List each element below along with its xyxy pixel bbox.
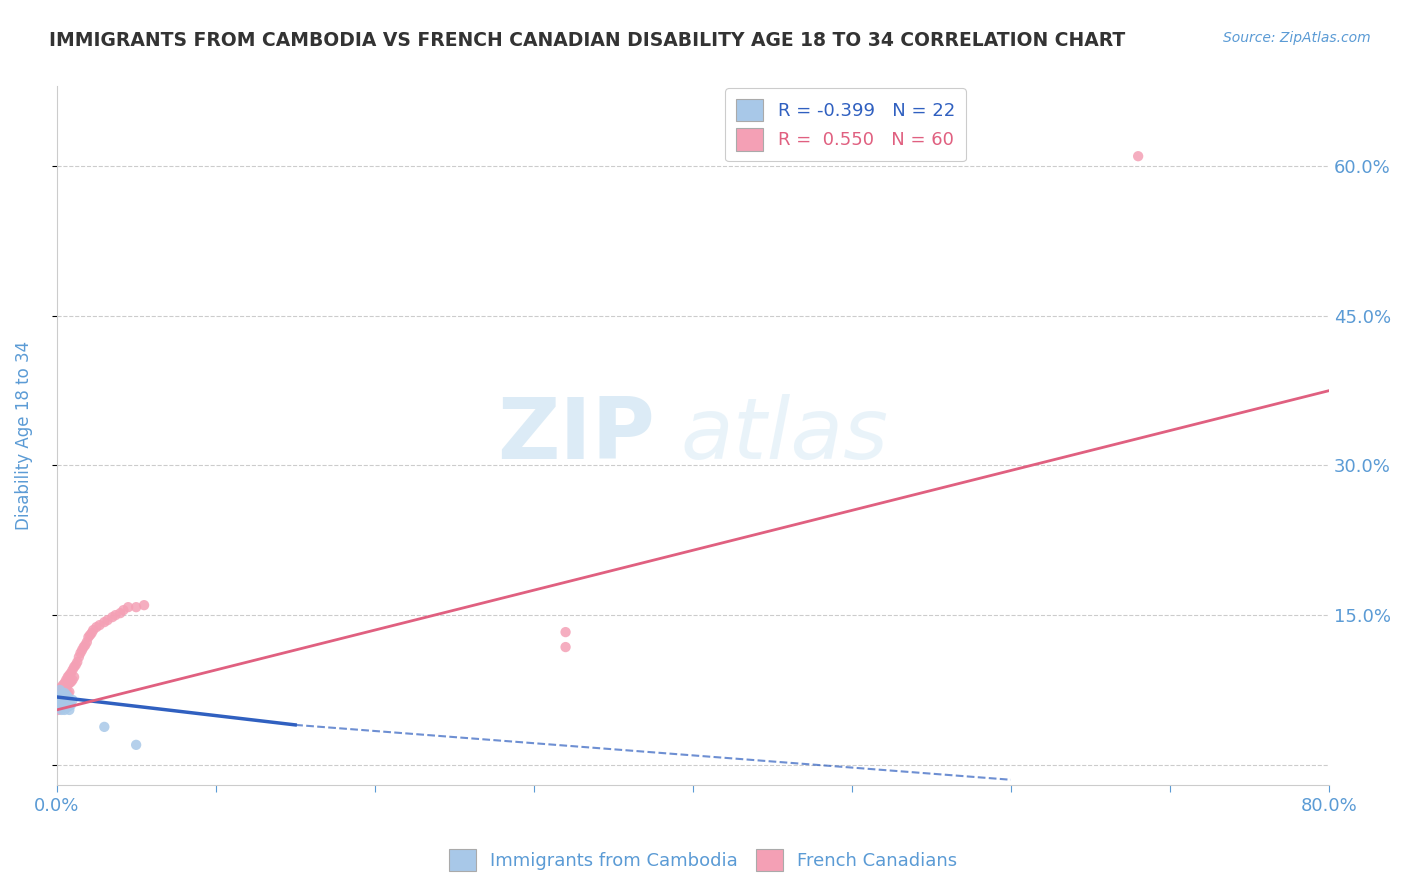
Text: Source: ZipAtlas.com: Source: ZipAtlas.com xyxy=(1223,31,1371,45)
Point xyxy=(554,625,576,640)
Y-axis label: Disability Age 18 to 34: Disability Age 18 to 34 xyxy=(15,341,32,530)
Text: ZIP: ZIP xyxy=(496,394,655,477)
Point xyxy=(104,608,127,623)
Point xyxy=(46,690,69,704)
Point xyxy=(49,683,72,698)
Point xyxy=(51,688,73,702)
Point xyxy=(86,620,108,634)
Point xyxy=(58,668,80,682)
Point xyxy=(62,663,84,677)
Point xyxy=(53,676,76,690)
Point xyxy=(72,640,94,654)
Point xyxy=(58,676,80,690)
Point xyxy=(52,700,75,714)
Point xyxy=(55,673,77,687)
Point xyxy=(58,693,80,707)
Point xyxy=(63,660,86,674)
Point xyxy=(101,610,124,624)
Point xyxy=(70,643,93,657)
Point xyxy=(69,646,91,660)
Point xyxy=(554,640,576,654)
Point xyxy=(67,650,90,665)
Point xyxy=(76,635,98,649)
Point xyxy=(93,615,115,629)
Point xyxy=(51,700,73,714)
Point xyxy=(89,618,111,632)
Point xyxy=(59,675,82,690)
Point xyxy=(63,670,86,684)
Point xyxy=(56,686,79,700)
Point xyxy=(93,720,115,734)
Point xyxy=(53,693,76,707)
Point xyxy=(46,703,69,717)
Point xyxy=(58,703,80,717)
Point xyxy=(49,683,72,698)
Point xyxy=(55,693,77,707)
Point xyxy=(49,695,72,709)
Point xyxy=(49,688,72,702)
Point xyxy=(46,696,69,710)
Text: atlas: atlas xyxy=(681,394,889,477)
Point xyxy=(112,603,135,617)
Point xyxy=(53,683,76,698)
Point xyxy=(56,678,79,692)
Point xyxy=(59,698,82,712)
Point xyxy=(66,655,89,669)
Point xyxy=(55,686,77,700)
Point xyxy=(65,658,87,673)
Point xyxy=(125,600,148,615)
Point xyxy=(56,670,79,684)
Point xyxy=(58,685,80,699)
Point xyxy=(51,693,73,707)
Point xyxy=(49,701,72,715)
Point xyxy=(55,698,77,712)
Point xyxy=(55,688,77,702)
Point xyxy=(132,598,155,612)
Point xyxy=(79,628,101,642)
Point xyxy=(56,690,79,704)
Point xyxy=(53,698,76,712)
Point xyxy=(1126,149,1149,163)
Point xyxy=(46,690,69,704)
Point xyxy=(51,680,73,694)
Point xyxy=(46,698,69,712)
Point xyxy=(49,698,72,712)
Point xyxy=(53,686,76,700)
Point xyxy=(52,685,75,699)
Point xyxy=(96,613,118,627)
Point xyxy=(80,626,103,640)
Legend: Immigrants from Cambodia, French Canadians: Immigrants from Cambodia, French Canadia… xyxy=(441,842,965,879)
Point xyxy=(55,680,77,694)
Point xyxy=(51,686,73,700)
Point xyxy=(125,738,148,752)
Point xyxy=(59,665,82,680)
Point xyxy=(75,638,97,652)
Legend: R = -0.399   N = 22, R =  0.550   N = 60: R = -0.399 N = 22, R = 0.550 N = 60 xyxy=(725,88,966,161)
Point xyxy=(77,630,100,644)
Point xyxy=(52,690,75,704)
Point xyxy=(110,606,132,620)
Point xyxy=(51,703,73,717)
Point xyxy=(117,600,139,615)
Point xyxy=(52,693,75,707)
Point xyxy=(82,623,104,637)
Text: IMMIGRANTS FROM CAMBODIA VS FRENCH CANADIAN DISABILITY AGE 18 TO 34 CORRELATION : IMMIGRANTS FROM CAMBODIA VS FRENCH CANAD… xyxy=(49,31,1125,50)
Point xyxy=(62,673,84,687)
Point xyxy=(56,700,79,714)
Point xyxy=(53,703,76,717)
Point xyxy=(51,695,73,709)
Point xyxy=(53,690,76,704)
Point xyxy=(52,678,75,692)
Point xyxy=(62,693,84,707)
